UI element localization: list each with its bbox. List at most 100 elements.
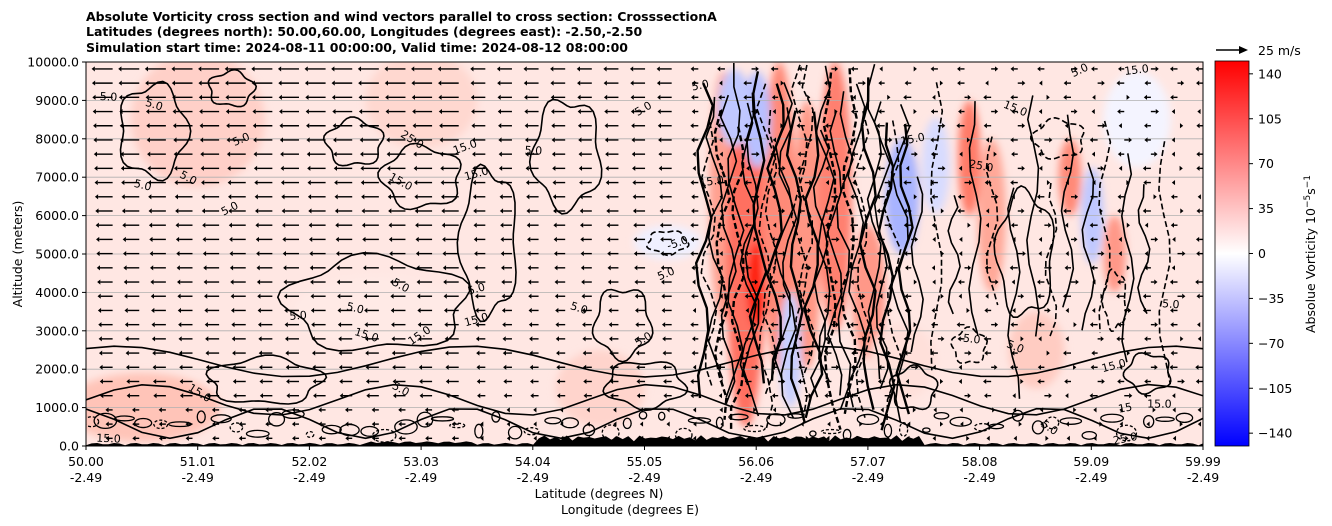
wind-vector-head xyxy=(834,279,839,285)
wind-vector-head xyxy=(578,137,582,143)
wind-vector-head xyxy=(809,137,813,143)
wind-vector-head xyxy=(1011,350,1015,356)
wind-vector-head xyxy=(204,307,208,314)
surface-contour xyxy=(430,416,455,422)
wind-vector-head xyxy=(95,222,99,228)
wind-vector-head xyxy=(967,222,971,228)
wind-vector-head xyxy=(120,151,124,157)
wind-vector-head xyxy=(528,293,532,299)
vorticity-contour xyxy=(866,63,883,380)
wind-vector-head xyxy=(836,364,840,370)
wind-vector-head xyxy=(632,180,636,186)
wind-vector-head xyxy=(888,265,892,271)
wind-vector-head xyxy=(280,151,284,157)
y-tick-label: 8000.0 xyxy=(35,131,79,146)
surface-contour xyxy=(949,416,972,427)
wind-vector-head xyxy=(94,180,98,186)
wind-vector-head xyxy=(441,208,445,214)
wind-vector-head xyxy=(1171,180,1176,186)
wind-vector-head xyxy=(835,151,839,157)
wind-vector-head xyxy=(850,66,854,72)
wind-vector-head xyxy=(1155,108,1159,115)
wind-vector-head xyxy=(1144,222,1149,228)
wind-vector-head xyxy=(1155,66,1159,72)
vorticity-contour xyxy=(86,407,1203,440)
wind-vector-head xyxy=(305,108,309,115)
vorticity-fill-region xyxy=(555,350,646,427)
wind-vector-head xyxy=(959,251,963,257)
wind-vector-head xyxy=(230,279,234,285)
surface-contour xyxy=(743,424,766,433)
wind-vector-head xyxy=(371,421,375,427)
wind-vector-head xyxy=(660,251,664,257)
wind-vector-head xyxy=(225,108,230,115)
wind-vector-head xyxy=(904,251,908,257)
wind-vector-head xyxy=(1073,151,1077,157)
wind-vector-head xyxy=(148,222,153,228)
x-tick-label-lon: -2.49 xyxy=(852,470,884,485)
wind-vector-head xyxy=(1074,236,1078,242)
wind-vector-head xyxy=(1091,350,1095,356)
wind-vector-head xyxy=(636,393,641,399)
surface-contour xyxy=(507,425,523,440)
wind-vector-head xyxy=(603,94,608,100)
y-axis-label: Altitude (meters) xyxy=(10,201,25,308)
wind-vector-head xyxy=(745,307,749,314)
wind-vector-head xyxy=(198,80,202,86)
wind-vector-head xyxy=(556,378,560,385)
wind-vector-head xyxy=(692,364,697,370)
wind-vector-head xyxy=(932,279,936,285)
wind-vector-head xyxy=(148,208,152,214)
wind-vector-head xyxy=(310,293,314,299)
wind-vector-head xyxy=(1117,378,1121,385)
wind-vector-head xyxy=(889,393,893,399)
wind-vector-head xyxy=(876,208,880,214)
wind-vector-head xyxy=(985,421,990,427)
surface-contour xyxy=(687,417,712,424)
wind-vector-head xyxy=(358,80,362,86)
wind-vector-head xyxy=(283,293,288,299)
wind-vector-head xyxy=(903,222,908,228)
wind-vector-head xyxy=(1125,435,1129,441)
wind-vector-head xyxy=(1036,194,1041,200)
wind-vector-head xyxy=(876,123,880,129)
wind-vector-head xyxy=(1117,194,1121,200)
wind-vector-head xyxy=(849,236,854,242)
wind-vector-head xyxy=(608,322,612,328)
wind-vector-head xyxy=(123,251,127,257)
wind-vector-head xyxy=(1038,236,1043,242)
wind-vector-head xyxy=(986,435,990,441)
surface-contour xyxy=(394,419,418,435)
wind-vector-head xyxy=(823,94,827,100)
wind-vector-head xyxy=(440,180,444,186)
wind-vector-head xyxy=(441,194,445,200)
wind-vector-head xyxy=(666,407,670,413)
x-tick-label-lon: -2.49 xyxy=(182,470,214,485)
wind-vector-head xyxy=(251,80,255,86)
wind-vector-head xyxy=(530,378,534,385)
wind-vector-head xyxy=(174,194,178,200)
wind-vector-head xyxy=(1020,378,1024,385)
wind-vector-head xyxy=(1013,435,1017,441)
vorticity-contour xyxy=(1007,187,1021,399)
wind-vector-head xyxy=(983,378,987,385)
wind-vector-head xyxy=(388,222,392,228)
wind-vector-head xyxy=(1197,194,1201,200)
wind-vector-head xyxy=(1118,123,1122,129)
wind-vector-head xyxy=(823,137,827,143)
wind-vector-head xyxy=(525,165,529,171)
wind-vector-head xyxy=(524,137,529,143)
vorticity-contour xyxy=(802,111,824,419)
y-tick-label: 5000.0 xyxy=(35,247,79,262)
wind-vector-head xyxy=(780,80,784,86)
x-tick-label-lat: 56.06 xyxy=(738,454,774,469)
wind-vector-head xyxy=(175,208,179,214)
wind-vector-head xyxy=(252,94,256,100)
vorticity-contour xyxy=(895,123,914,415)
surface-contour xyxy=(622,417,632,430)
wind-vector-head xyxy=(291,421,296,427)
y-tick-label: 7000.0 xyxy=(35,170,79,185)
wind-vector-head xyxy=(905,165,910,171)
wind-vector-head xyxy=(413,165,417,171)
